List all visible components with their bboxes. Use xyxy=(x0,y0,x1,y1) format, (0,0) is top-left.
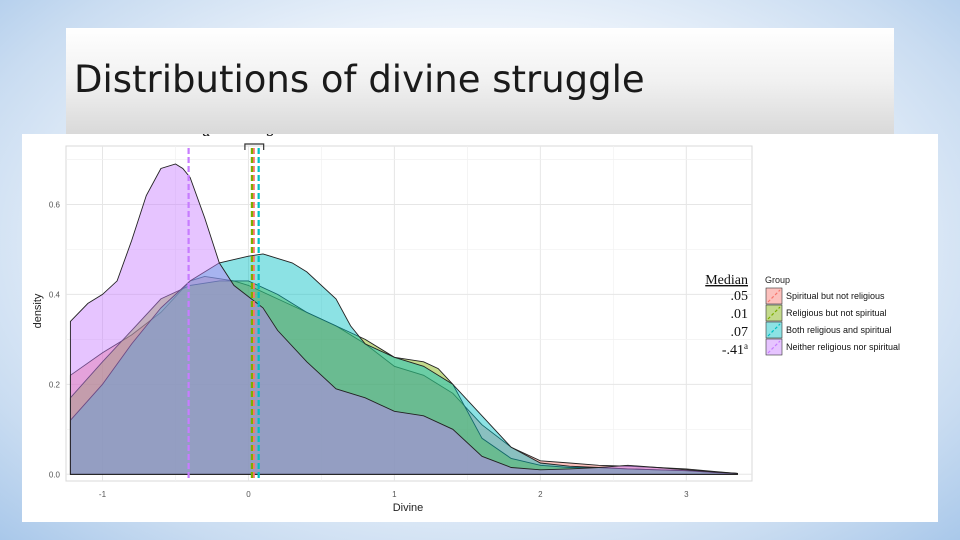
x-tick-label-4: 3 xyxy=(684,490,689,499)
median-value-1: .01 xyxy=(731,307,749,322)
bracket-b xyxy=(244,143,265,150)
x-tick-label-3: 2 xyxy=(538,490,543,499)
legend-label-2: Both religious and spiritual xyxy=(786,325,892,335)
annotation-a: a xyxy=(202,134,210,140)
legend-key-line-1 xyxy=(767,306,781,320)
median-values: .05 .01 .07-.41a xyxy=(722,289,748,358)
median-lines xyxy=(187,148,260,481)
chart-panel: -1 0 1 2 3 0.0 0.2 0.4 0.6 Divine density a b Me… xyxy=(22,134,938,522)
density-area-2 xyxy=(69,253,738,475)
legend-title: Group xyxy=(765,275,790,285)
legend-key-line-3 xyxy=(767,340,781,354)
y-tick-label-3: 0.6 xyxy=(49,200,61,209)
annotation-b: b xyxy=(266,134,275,140)
median-value-2: .07 xyxy=(731,325,749,340)
density-chart: -1 0 1 2 3 0.0 0.2 0.4 0.6 Divine density a b Me… xyxy=(32,134,900,514)
slide-title: Distributions of divine struggle xyxy=(74,58,645,101)
bracket-line xyxy=(244,143,265,150)
x-tick-label-0: -1 xyxy=(99,490,107,499)
legend-key-line-2 xyxy=(767,323,781,337)
plot-area xyxy=(65,145,753,482)
tick-labels: -1 0 1 2 3 0.0 0.2 0.4 0.6 xyxy=(49,200,689,499)
legend: Group Spiritual but not religious Religio… xyxy=(765,275,900,356)
legend-label-1: Religious but not spiritual xyxy=(786,308,887,318)
y-tick-label-1: 0.2 xyxy=(49,380,61,389)
y-axis-title: density xyxy=(32,293,44,328)
plot-background xyxy=(65,145,753,482)
x-tick-label-1: 0 xyxy=(246,490,251,499)
density-area-3 xyxy=(69,163,738,475)
density-areas xyxy=(69,163,738,475)
x-axis-title: Divine xyxy=(393,502,424,514)
median-value-0: .05 xyxy=(731,289,749,304)
median-header: Median xyxy=(705,273,748,288)
y-tick-label-2: 0.4 xyxy=(49,290,61,299)
x-tick-label-2: 1 xyxy=(392,490,397,499)
median-value-3: -.41a xyxy=(722,341,748,358)
median-superscript: a xyxy=(744,341,748,351)
title-banner: Distributions of divine struggle xyxy=(66,28,894,134)
legend-key-line-0 xyxy=(767,289,781,303)
y-tick-label-0: 0.0 xyxy=(49,470,61,479)
legend-label-0: Spiritual but not religious xyxy=(786,291,885,301)
legend-label-3: Neither religious nor spiritual xyxy=(786,342,900,352)
